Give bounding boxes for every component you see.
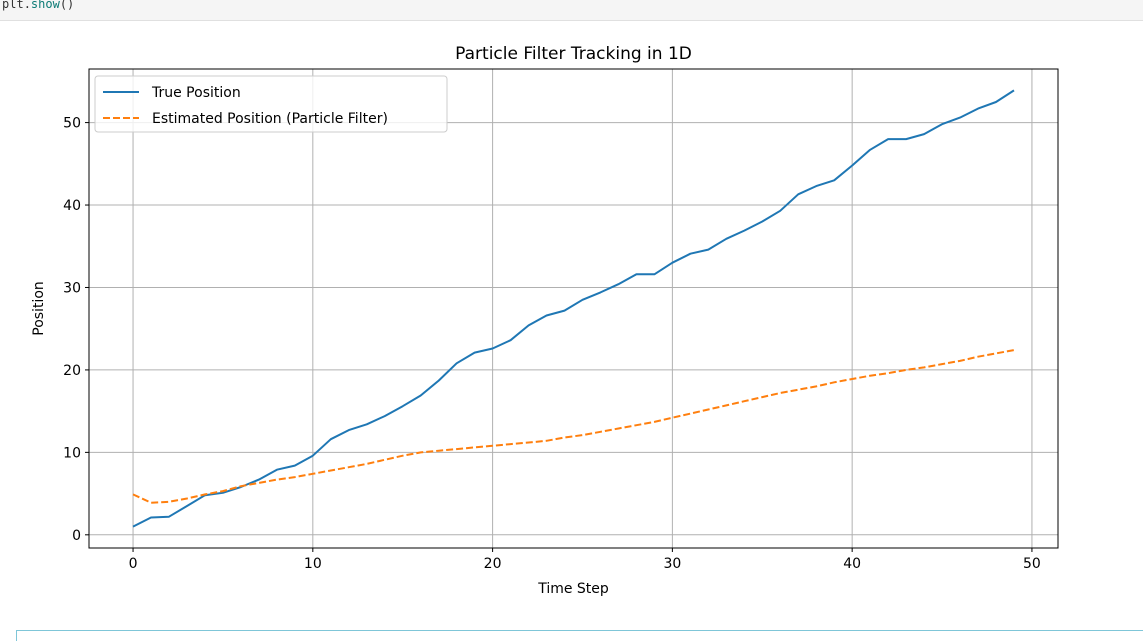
code-method: show (30, 0, 60, 11)
y-tick-label: 50 (63, 116, 81, 132)
x-tick-label: 20 (484, 556, 502, 572)
chart-output: 0 10 20 30 40 50 0 10 20 30 40 50 Particle Filter T… (0, 30, 1143, 610)
line-chart: 0 10 20 30 40 50 0 10 20 30 40 50 Particle Filter T… (31, 44, 1059, 597)
grid (89, 69, 1058, 548)
code-call-suffix: () (59, 0, 75, 11)
x-tick-label: 40 (843, 556, 861, 572)
y-tick-label: 10 (63, 445, 81, 461)
chart-title: Particle Filter Tracking in 1D (455, 44, 692, 64)
legend-label-estimated: Estimated Position (Particle Filter) (152, 111, 388, 127)
y-tick-label: 0 (72, 528, 81, 544)
code-object: plt (2, 0, 24, 11)
legend-box (94, 75, 448, 133)
code-line: plt.show() (2, 0, 74, 11)
y-tick-label: 30 (63, 280, 81, 296)
true-position-line (132, 89, 1015, 528)
y-tick-label: 20 (63, 363, 81, 379)
x-axis-label: Time Step (537, 581, 609, 597)
x-tick-label: 10 (304, 556, 322, 572)
series-lines (132, 89, 1015, 528)
y-axis-label: Position (31, 281, 47, 336)
code-cell[interactable]: plt.show() (0, 0, 1143, 21)
axes-frame (88, 68, 1059, 549)
x-tick-label: 0 (129, 556, 138, 572)
legend-label-true: True Position (151, 85, 241, 101)
legend: True Position Estimated Position (Partic… (94, 75, 448, 133)
x-tick-label: 50 (1023, 556, 1041, 572)
estimated-position-line (132, 349, 1015, 504)
x-tick-label: 30 (663, 556, 681, 572)
ticks: 0 10 20 30 40 50 0 10 20 30 40 50 (63, 116, 1041, 572)
next-cell[interactable] (16, 630, 1143, 641)
y-tick-label: 40 (63, 198, 81, 214)
